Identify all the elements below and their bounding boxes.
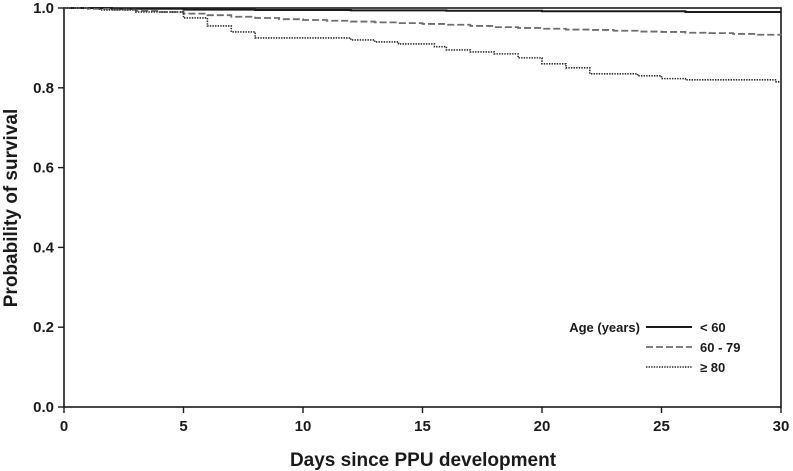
x-tick-label: 10: [295, 418, 312, 435]
x-tick-label: 30: [773, 418, 790, 435]
legend-label-1: 60 - 79: [700, 340, 740, 355]
y-tick-label: 0.8: [33, 80, 54, 97]
y-tick-label: 1.0: [33, 0, 54, 17]
x-tick-label: 20: [534, 418, 551, 435]
x-tick-label: 0: [60, 418, 68, 435]
y-tick-label: 0.6: [33, 160, 54, 177]
plot-frame: [63, 7, 782, 408]
x-tick-label: 25: [653, 418, 670, 435]
series-line-0: [64, 7, 781, 13]
y-tick-label: 0.2: [33, 319, 54, 336]
x-tick-label: 15: [414, 418, 431, 435]
series-line-2: [64, 7, 781, 83]
legend-label-2: ≥ 80: [700, 360, 725, 375]
x-tick-label: 5: [179, 418, 187, 435]
legend-label-0: < 60: [700, 320, 726, 335]
legend: Age (years) < 60 60 - 79 ≥ 80: [569, 320, 740, 375]
legend-title: Age (years): [569, 320, 640, 335]
series-group: [64, 7, 782, 83]
plot-area: 0 5 10 15 20 25 30 0.0 0.2 0.4 0.6 0.8 1.0: [33, 0, 789, 435]
y-tick-label: 0.0: [33, 399, 54, 416]
x-axis-title: Days since PPU development: [290, 450, 557, 471]
y-axis-title: Probability of survival: [1, 109, 22, 308]
y-tick-label: 0.4: [33, 239, 55, 256]
